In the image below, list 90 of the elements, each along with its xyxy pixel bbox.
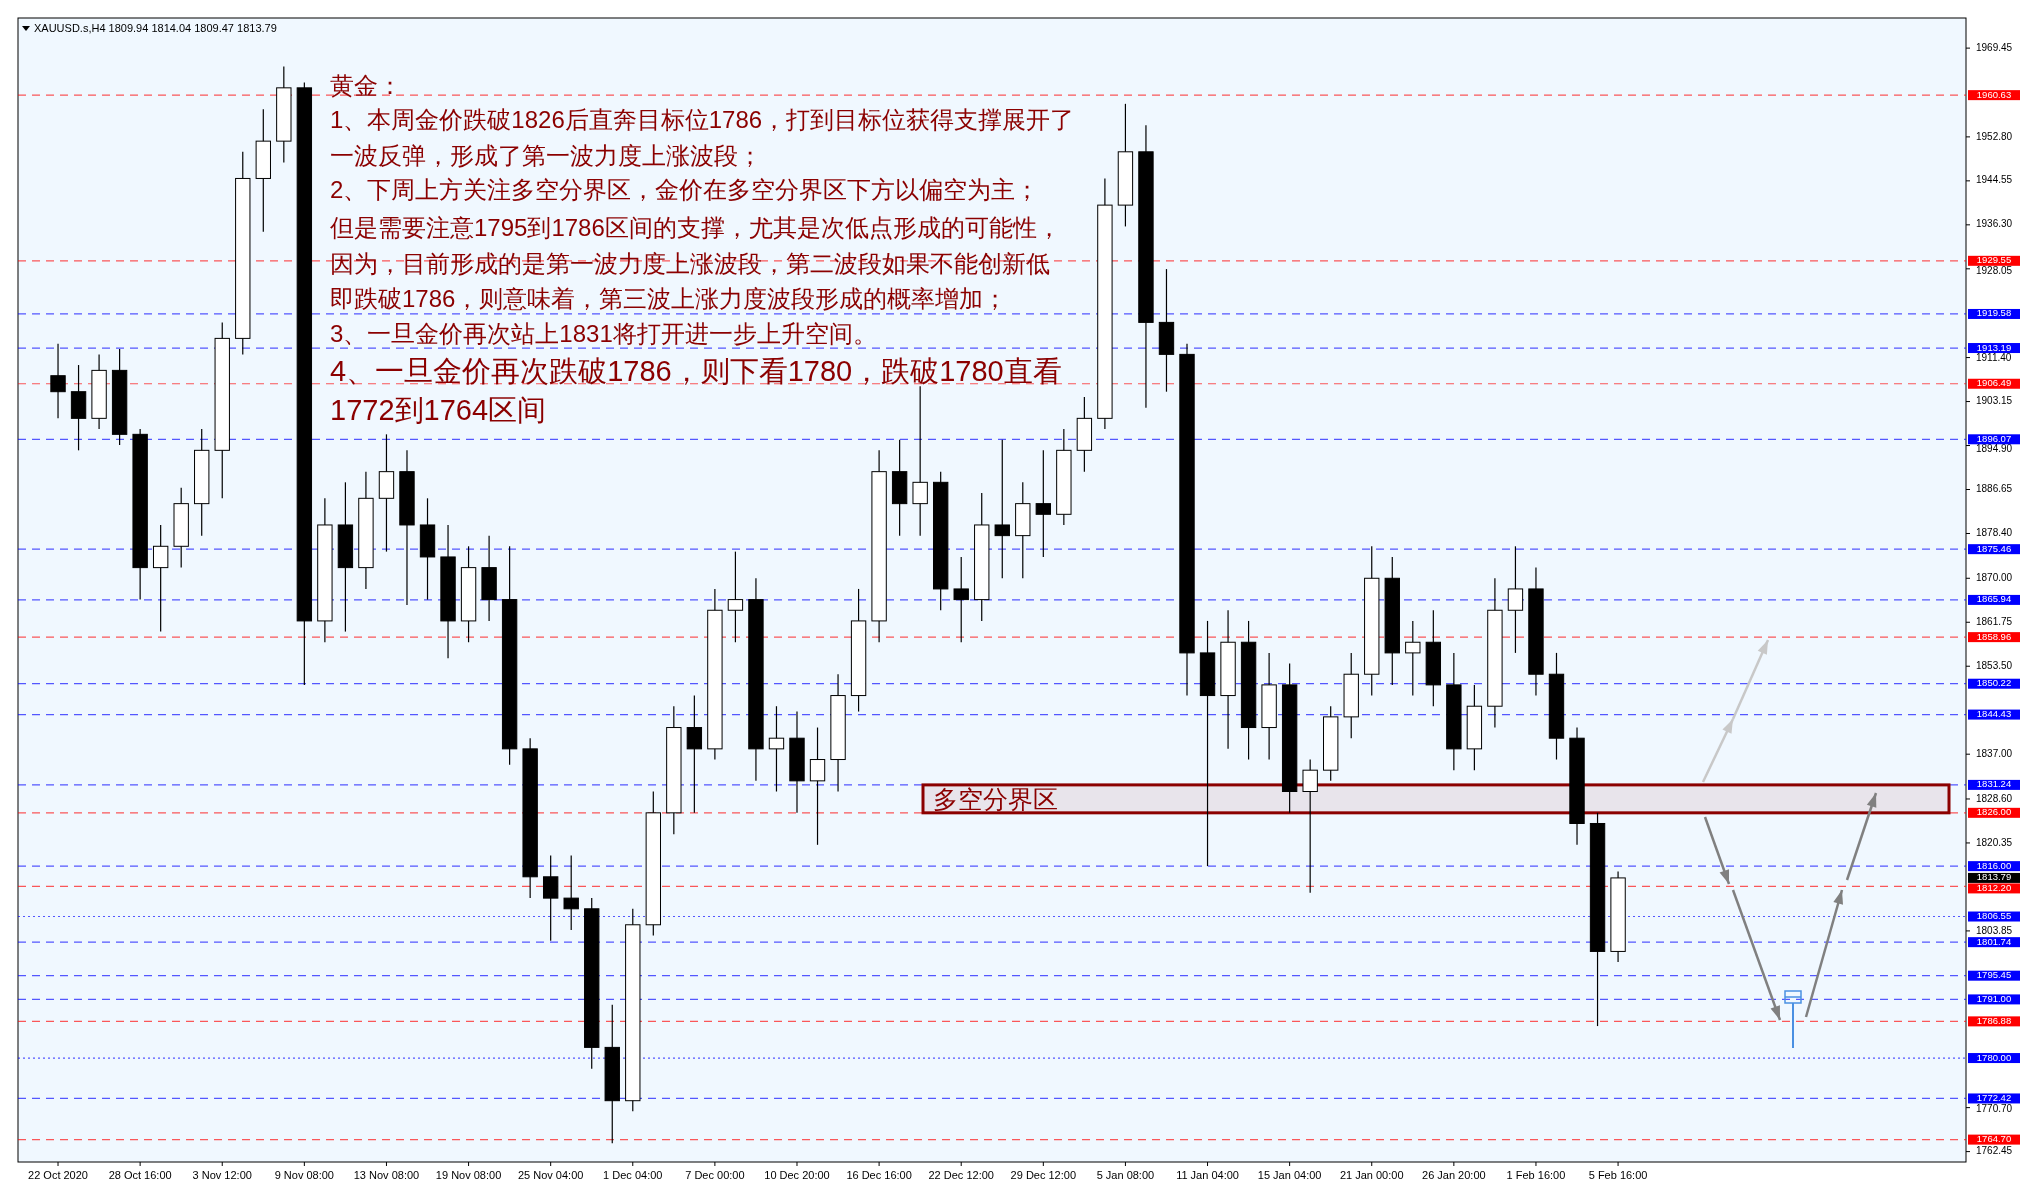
ref-line-label: 1816.00 xyxy=(1976,859,2012,871)
y-tick-label: 1952.80 xyxy=(1976,130,2013,142)
annotation: 2、下周上方关注多空分界区，金价在多空分界区下方以偏空为主； xyxy=(330,176,1040,204)
y-tick-label: 1878.40 xyxy=(1976,527,2013,539)
y-tick-label: 1944.55 xyxy=(1976,174,2013,186)
x-tick-label: 25 Nov 04:00 xyxy=(517,1169,584,1181)
y-tick-label: 1903.15 xyxy=(1976,395,2013,407)
candlestick xyxy=(1507,545,1524,654)
candlestick xyxy=(1035,449,1051,558)
candlestick xyxy=(563,854,579,931)
y-tick-label: 1828.60 xyxy=(1976,792,2013,804)
candlestick xyxy=(686,694,703,814)
ref-line-label: 1929.55 xyxy=(1976,254,2012,266)
x-tick-label: 19 Nov 08:00 xyxy=(435,1169,502,1181)
y-tick-label: 1803.85 xyxy=(1976,924,2013,936)
annotation: 即跌破1786，则意味着，第三波上涨力度波段形成的概率增加； xyxy=(330,285,1008,313)
ref-line-label: 1801.74 xyxy=(1976,935,2012,947)
annotation: 因为，目前形成的是第一波力度上涨波段，第二波段如果不能创新低 xyxy=(330,250,1050,278)
candlestick xyxy=(542,854,559,942)
ref-line-label: 1896.07 xyxy=(1976,432,2012,444)
x-tick-label: 1 Feb 16:00 xyxy=(1506,1169,1566,1181)
annotation: 1772到1764区间 xyxy=(330,393,547,426)
candlestick xyxy=(912,385,928,537)
y-tick-label: 1770.70 xyxy=(1976,1102,2013,1114)
ref-line-label: 1850.22 xyxy=(1976,677,2012,689)
x-tick-label: 16 Dec 16:00 xyxy=(846,1169,912,1181)
x-tick-label: 10 Dec 20:00 xyxy=(764,1169,830,1181)
x-tick-label: 15 Jan 04:00 xyxy=(1257,1169,1322,1181)
x-tick-label: 5 Jan 08:00 xyxy=(1096,1169,1155,1181)
ref-line-label: 1764.70 xyxy=(1976,1133,2012,1145)
candlestick xyxy=(994,439,1010,579)
x-tick-label: 29 Dec 12:00 xyxy=(1010,1169,1077,1181)
y-tick-label: 1894.90 xyxy=(1976,443,2013,455)
ref-line-label: 1865.94 xyxy=(1976,593,2012,605)
x-tick-label: 9 Nov 08:00 xyxy=(274,1169,335,1181)
y-tick-label: 1928.05 xyxy=(1976,264,2013,276)
ref-line-label: 1858.96 xyxy=(1976,630,2012,642)
x-tick-label: 13 Nov 08:00 xyxy=(353,1169,420,1181)
annotation: 一波反弹，形成了第一波力度上涨波段； xyxy=(330,142,762,170)
annotation: 3、一旦金价再次站上1831将打开进一步上升空间。 xyxy=(330,320,877,348)
x-tick-label: 28 Oct 16:00 xyxy=(108,1169,172,1181)
ref-line-label: 1913.19 xyxy=(1976,341,2012,353)
annotation: 但是需要注意1795到1786区间的支撑，尤其是次低点形成的可能性， xyxy=(330,214,1061,242)
ref-line-label: 1786.88 xyxy=(1976,1014,2012,1026)
candlestick xyxy=(768,705,785,793)
x-tick-label: 11 Jan 04:00 xyxy=(1176,1169,1239,1181)
annotation: 4、一旦金价再次跌破1786，则下看1780，跌破1780直看 xyxy=(330,354,1062,387)
y-tick-label: 1969.45 xyxy=(1976,41,2013,53)
x-tick-label: 22 Dec 12:00 xyxy=(928,1169,994,1181)
ref-line-label: 1906.49 xyxy=(1976,377,2012,389)
ref-line-label: 1831.24 xyxy=(1976,778,2012,790)
y-tick-label: 1911.40 xyxy=(1976,352,2012,364)
candlestick xyxy=(809,726,826,846)
chart-title: XAUUSD.s,H4 1809.94 1814.04 1809.47 1813.79 xyxy=(34,22,277,34)
ref-line-label: 1791.00 xyxy=(1976,992,2012,1004)
candlestick xyxy=(1405,620,1421,697)
candlestick xyxy=(50,343,66,419)
x-tick-label: 22 Oct 2020 xyxy=(28,1169,88,1181)
y-tick-label: 1936.30 xyxy=(1976,218,2013,230)
band-label: 多空分界区 xyxy=(933,784,1058,813)
ref-line-label: 1875.46 xyxy=(1976,542,2012,554)
x-tick-label: 3 Nov 12:00 xyxy=(192,1169,252,1181)
ref-line-label: 1960.63 xyxy=(1976,88,2012,100)
y-tick-label: 1762.45 xyxy=(1976,1145,2013,1157)
ref-line-label: 1919.58 xyxy=(1976,307,2012,319)
candlestick xyxy=(1302,758,1318,894)
annotation: 1、本周金价跌破1826后直奔目标位1786，打到目标位获得支撑展开了 xyxy=(330,106,1075,134)
y-tick-label: 1820.35 xyxy=(1976,836,2013,848)
x-tick-label: 5 Feb 16:00 xyxy=(1588,1169,1648,1181)
candlestick xyxy=(953,556,969,643)
text: 1813.79 xyxy=(1976,871,2012,883)
annotation: 黄金： xyxy=(330,72,402,100)
x-tick-label: 21 Jan 00:00 xyxy=(1339,1169,1404,1181)
candlestick xyxy=(727,551,744,643)
ref-line-label: 1780.00 xyxy=(1976,1051,2012,1063)
y-tick-label: 1886.65 xyxy=(1976,483,2013,495)
ref-line-label: 1806.55 xyxy=(1976,910,2012,922)
candlestick xyxy=(152,524,169,633)
x-tick-label: 1 Dec 04:00 xyxy=(603,1169,663,1181)
x-tick-label: 26 Jan 20:00 xyxy=(1422,1169,1486,1181)
ref-line-label: 1826.00 xyxy=(1976,806,2012,818)
x-tick-label: 7 Dec 00:00 xyxy=(685,1169,745,1181)
y-tick-label: 1853.50 xyxy=(1976,659,2013,671)
y-tick-label: 1870.00 xyxy=(1976,571,2013,583)
y-tick-label: 1861.75 xyxy=(1976,615,2013,627)
ref-line-label: 1812.20 xyxy=(1976,881,2012,893)
ref-line-label: 1795.45 xyxy=(1976,969,2012,981)
ref-line-label: 1772.42 xyxy=(1976,1091,2012,1103)
y-tick-label: 1837.00 xyxy=(1976,747,2013,759)
ref-line-label: 1844.43 xyxy=(1976,708,2012,720)
